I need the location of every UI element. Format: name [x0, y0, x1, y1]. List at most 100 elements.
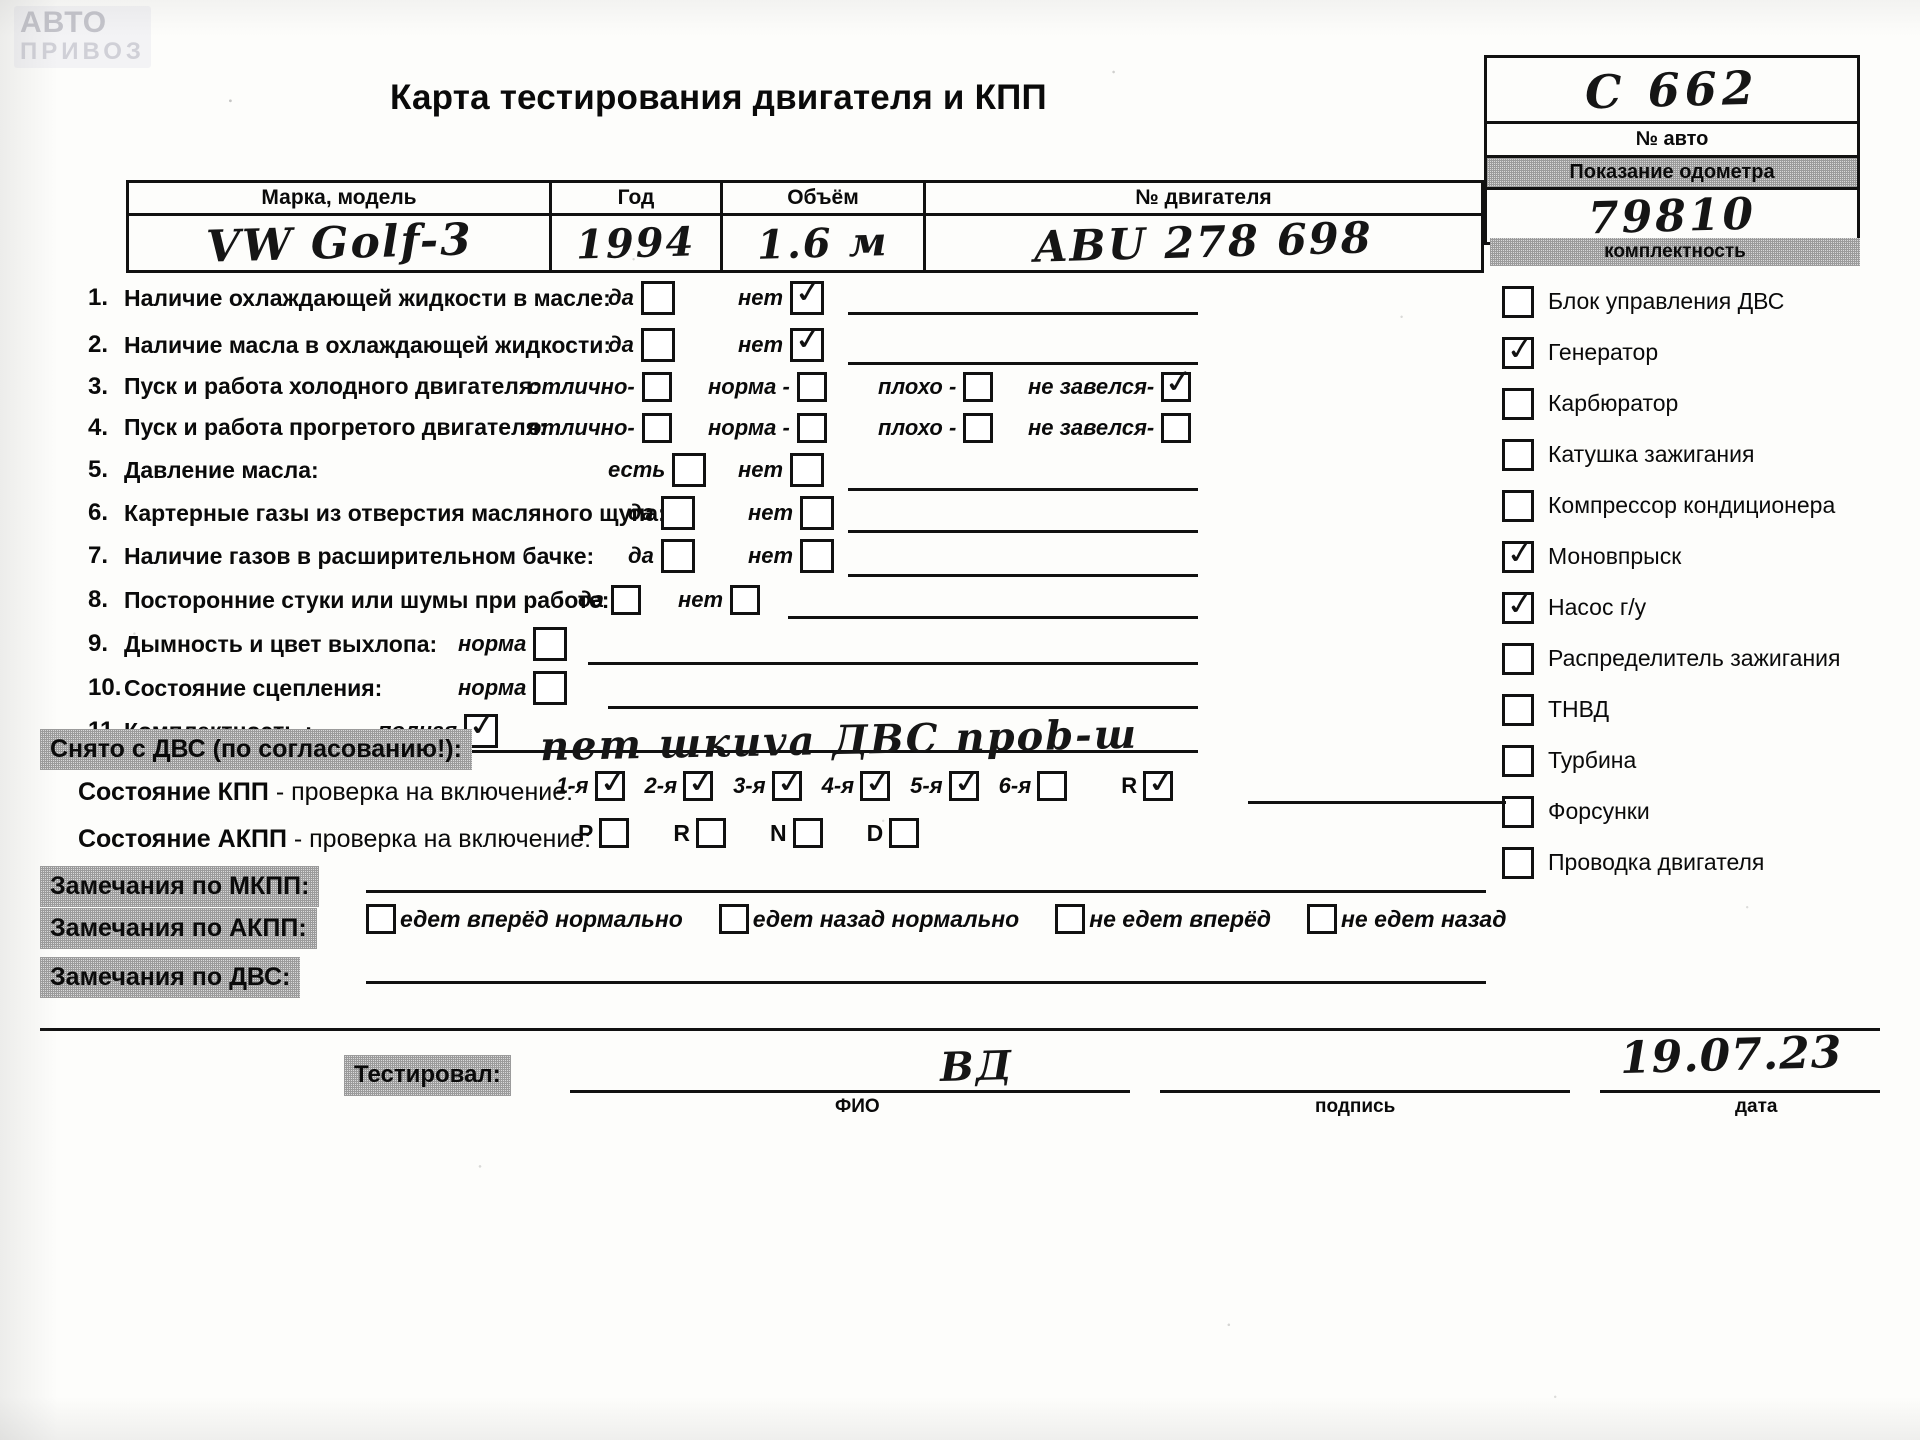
checkbox-da[interactable]: [610, 585, 641, 615]
option-da[interactable]: да: [608, 328, 675, 362]
option-net[interactable]: нет ✓: [738, 272, 827, 315]
fio-line[interactable]: [570, 1090, 1130, 1093]
kit-item-monovprysk[interactable]: ✓ Моновпрыск: [1502, 531, 1920, 582]
checkbox-net[interactable]: ✓: [790, 272, 827, 315]
option-otlichno[interactable]: отлично-: [528, 371, 672, 402]
gear-checkbox[interactable]: ✓: [1143, 762, 1180, 802]
kit-checkbox[interactable]: [1502, 285, 1534, 318]
checkbox-norma[interactable]: [796, 412, 827, 443]
option-net[interactable]: нет: [738, 453, 825, 487]
kit-item-katushka-zazhiganiya[interactable]: Катушка зажигания: [1502, 429, 1920, 480]
option-norma[interactable]: норма: [458, 671, 568, 705]
kit-item-raspredelitel-zazhiganiya[interactable]: Распределитель зажигания: [1502, 633, 1920, 684]
position-checkbox[interactable]: [695, 818, 726, 848]
option-net[interactable]: нет: [748, 539, 835, 573]
akpp-position-d[interactable]: D: [867, 818, 920, 848]
write-in-line[interactable]: [588, 662, 1198, 665]
kit-item-turbina[interactable]: Турбина: [1502, 735, 1920, 786]
option-est[interactable]: есть: [608, 453, 707, 487]
akpp-option-no-forward[interactable]: не едет вперёд: [1055, 904, 1271, 934]
akpp-position-n[interactable]: N: [770, 818, 823, 848]
kit-item-forsunki[interactable]: Форсунки: [1502, 786, 1920, 837]
mkpp-write-in-line[interactable]: [1248, 801, 1506, 804]
kit-checkbox[interactable]: ✓: [1502, 584, 1538, 624]
kit-checkbox[interactable]: [1502, 489, 1534, 522]
checkbox-est[interactable]: [672, 453, 707, 487]
gear-4[interactable]: 4-я ✓: [821, 761, 897, 803]
kit-item-blok-upravleniya-dvs[interactable]: Блок управления ДВС: [1502, 276, 1920, 327]
akpp-option-reverse-ok[interactable]: едет назад нормально: [718, 904, 1019, 934]
option-norma[interactable]: норма -: [708, 412, 827, 443]
checkbox-polnaya[interactable]: ✓: [464, 705, 501, 748]
write-in-line[interactable]: [848, 312, 1198, 315]
option-ne-zavelsya[interactable]: не завелся- ✓: [1028, 361, 1197, 402]
checkbox-ne-zavelsya[interactable]: [1161, 412, 1192, 443]
gear-checkbox[interactable]: [1037, 771, 1068, 801]
option-plokho[interactable]: плохо -: [878, 412, 994, 443]
checkbox-da[interactable]: [640, 328, 675, 362]
checkbox-norma[interactable]: [533, 671, 568, 705]
kit-checkbox[interactable]: [1502, 642, 1534, 675]
gear-1[interactable]: 1-я ✓: [556, 761, 632, 803]
kit-item-provodka-dvigatelya[interactable]: Проводка двигателя: [1502, 837, 1920, 888]
kit-checkbox[interactable]: [1502, 693, 1534, 726]
checkbox-da[interactable]: [660, 496, 695, 530]
kit-item-kompressor-konditsionera[interactable]: Компрессор кондиционера: [1502, 480, 1920, 531]
checkbox-net[interactable]: [800, 496, 835, 530]
option-net[interactable]: нет: [678, 585, 761, 615]
checkbox-norma[interactable]: [533, 627, 568, 661]
akpp-position-r[interactable]: R: [673, 818, 726, 848]
checkbox-otlichno[interactable]: [641, 371, 672, 402]
write-in-line[interactable]: [608, 706, 1198, 709]
date-line[interactable]: [1600, 1090, 1880, 1093]
write-in-line[interactable]: [848, 530, 1198, 533]
gear-checkbox[interactable]: ✓: [594, 762, 631, 802]
checkbox-ne-zavelsya[interactable]: ✓: [1161, 361, 1197, 402]
gear-6[interactable]: 6-я: [999, 771, 1068, 801]
checkbox-net[interactable]: [800, 539, 835, 573]
checkbox-net[interactable]: [730, 585, 761, 615]
checkbox-plokho[interactable]: [963, 412, 994, 443]
remarks-dvs-line[interactable]: [366, 981, 1486, 984]
write-in-line[interactable]: [848, 362, 1198, 365]
kit-item-generator[interactable]: ✓ Генератор: [1502, 327, 1920, 378]
checkbox-plokho[interactable]: [963, 371, 994, 402]
option-da[interactable]: да: [578, 585, 641, 615]
kit-checkbox[interactable]: [1502, 438, 1534, 471]
option-checkbox[interactable]: [1055, 904, 1086, 934]
gear-checkbox[interactable]: ✓: [948, 762, 985, 802]
kit-checkbox[interactable]: ✓: [1502, 329, 1538, 369]
kit-checkbox[interactable]: [1502, 846, 1534, 879]
gear-checkbox[interactable]: ✓: [683, 762, 720, 802]
kit-checkbox[interactable]: [1502, 744, 1534, 777]
kit-item-karbyurator[interactable]: Карбюратор: [1502, 378, 1920, 429]
gear-5[interactable]: 5-я ✓: [910, 761, 986, 803]
write-in-line[interactable]: [468, 750, 1198, 753]
write-in-line[interactable]: [848, 488, 1198, 491]
checkbox-da[interactable]: [660, 539, 695, 573]
option-da[interactable]: да: [608, 281, 675, 315]
option-norma[interactable]: норма -: [708, 371, 827, 402]
option-norma[interactable]: норма: [458, 627, 568, 661]
gear-checkbox[interactable]: ✓: [771, 762, 808, 802]
option-checkbox[interactable]: [366, 904, 396, 934]
option-otlichno[interactable]: отлично-: [528, 412, 672, 443]
position-checkbox[interactable]: [599, 818, 630, 848]
option-ne-zavelsya[interactable]: не завелся-: [1028, 412, 1192, 443]
gear-3[interactable]: 3-я ✓: [733, 761, 809, 803]
position-checkbox[interactable]: [792, 818, 823, 848]
akpp-option-forward-ok[interactable]: едет вперёд нормально: [366, 904, 683, 934]
option-checkbox[interactable]: [1307, 904, 1338, 934]
kit-checkbox[interactable]: ✓: [1502, 533, 1538, 573]
akpp-option-no-reverse[interactable]: не едет назад: [1307, 904, 1506, 934]
position-checkbox[interactable]: [889, 818, 920, 848]
option-net[interactable]: нет ✓: [738, 319, 827, 362]
kit-item-tnvd[interactable]: ТНВД: [1502, 684, 1920, 735]
checkbox-da[interactable]: [640, 281, 675, 315]
signature-line[interactable]: [1160, 1090, 1570, 1093]
kit-checkbox[interactable]: [1502, 387, 1534, 420]
option-plokho[interactable]: плохо -: [878, 371, 994, 402]
gear-checkbox[interactable]: ✓: [860, 762, 897, 802]
write-in-line[interactable]: [788, 616, 1198, 619]
checkbox-net[interactable]: [790, 453, 825, 487]
